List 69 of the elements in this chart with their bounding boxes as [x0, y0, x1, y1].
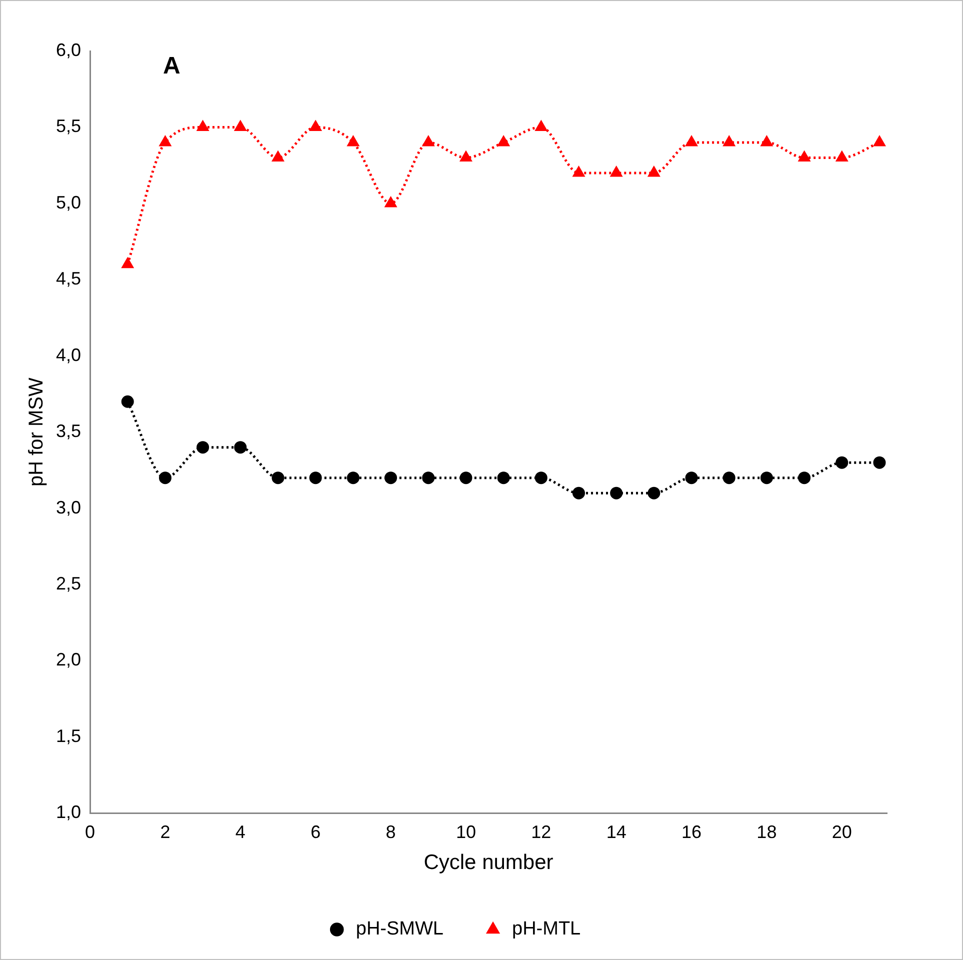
point: [272, 151, 284, 162]
y-tick-label: 4,5: [56, 268, 82, 289]
point: [310, 120, 322, 131]
point: [497, 472, 510, 484]
y-tick-label: 4,0: [56, 344, 82, 365]
point: [572, 486, 585, 500]
y-tick-label: 2,5: [56, 574, 82, 594]
point: [196, 441, 210, 454]
point: [760, 472, 773, 484]
point: [534, 472, 548, 484]
point: [836, 151, 848, 162]
legend-label: pH-SMWL: [356, 918, 444, 940]
point: [160, 136, 171, 146]
x-tick-label: 18: [756, 822, 777, 842]
point: [610, 486, 623, 500]
point: [385, 197, 396, 208]
x-tick-label: 16: [682, 822, 702, 842]
x-tick-label: 14: [606, 822, 626, 842]
x-axis-title: Cycle number: [424, 851, 554, 874]
y-tick-label: 3,0: [56, 497, 82, 518]
point: [346, 472, 360, 484]
point: [422, 136, 434, 146]
point: [272, 472, 284, 484]
point: [348, 136, 359, 146]
x-tick-label: 20: [832, 822, 852, 842]
point: [686, 136, 698, 146]
point: [460, 472, 472, 484]
point: [648, 166, 660, 177]
point: [384, 472, 398, 484]
x-tick-label: 12: [531, 822, 552, 842]
point: [309, 472, 322, 484]
point: [798, 151, 810, 162]
point: [498, 136, 510, 146]
point: [158, 472, 172, 484]
x-tick-label: 8: [386, 822, 396, 842]
point: [722, 472, 736, 484]
point: [536, 120, 547, 131]
point: [234, 120, 246, 131]
point: [724, 136, 735, 146]
point: [121, 395, 134, 408]
point: [573, 166, 584, 177]
point: [197, 120, 208, 131]
point: [836, 456, 848, 469]
x-tick-label: 10: [456, 822, 476, 842]
point: [422, 472, 435, 484]
y-tick-label: 3,5: [56, 421, 82, 442]
x-tick-label: 0: [85, 822, 96, 842]
y-tick-label: 2,0: [56, 650, 82, 670]
point: [460, 151, 472, 162]
y-tick-label: 1,5: [56, 726, 82, 746]
x-tick-label: 6: [310, 822, 321, 842]
point: [648, 486, 660, 500]
y-tick-label: 5,5: [56, 116, 82, 136]
x-tick-label: 2: [160, 822, 170, 842]
point: [874, 136, 886, 146]
y-axis-title: pH for MSW: [26, 378, 48, 487]
legend-label: pH-MTL: [512, 918, 581, 940]
point: [610, 166, 622, 177]
x-tick-label: 4: [235, 822, 246, 842]
y-tick-label: 6,0: [56, 40, 82, 60]
y-tick-label: 5,0: [56, 192, 82, 212]
y-tick-label: 1,0: [56, 802, 82, 822]
point: [234, 441, 247, 454]
annotation: A: [163, 52, 180, 80]
point: [685, 472, 698, 484]
point: [798, 472, 811, 484]
point: [761, 136, 772, 146]
point: [122, 258, 134, 268]
point: [873, 456, 886, 469]
